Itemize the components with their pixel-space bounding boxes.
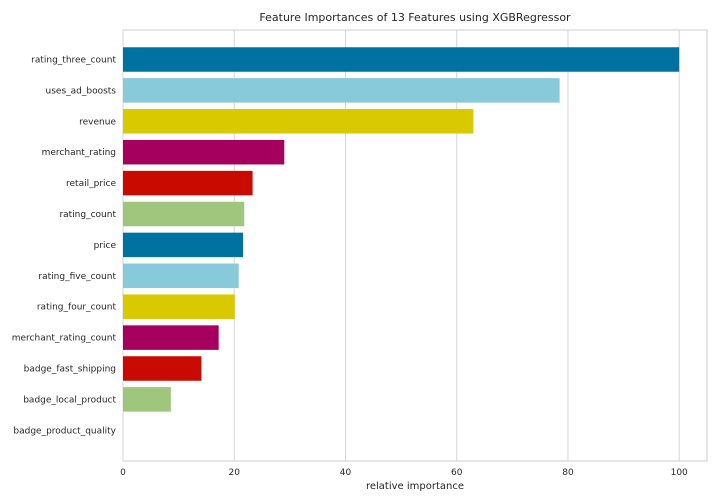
category-label: price	[94, 241, 117, 251]
x-tick-label: 20	[229, 468, 241, 478]
bar-rating-count	[123, 201, 245, 227]
category-label: badge_fast_shipping	[24, 365, 116, 375]
x-axis-label: relative importance	[366, 481, 464, 492]
category-label: retail_price	[66, 179, 116, 189]
category-label: rating_count	[59, 210, 116, 220]
bar-price	[123, 232, 244, 258]
bar-merchant-rating	[123, 139, 285, 165]
chart-title: Feature Importances of 13 Features using…	[259, 11, 571, 24]
category-label: merchant_rating	[42, 148, 116, 158]
x-tick-label: 40	[340, 468, 352, 478]
x-tick-label: 100	[671, 468, 688, 478]
category-label: rating_three_count	[31, 56, 116, 66]
category-label: merchant_rating_count	[12, 334, 117, 344]
category-label: badge_product_quality	[13, 426, 116, 436]
x-tick-label: 60	[451, 468, 463, 478]
bar-rating-three-count	[123, 47, 680, 72]
bar-retail-price	[123, 170, 253, 196]
bar-rating-five-count	[123, 263, 239, 289]
category-label: badge_local_product	[23, 395, 116, 405]
bar-revenue	[123, 109, 474, 134]
x-tick-label: 80	[562, 468, 574, 478]
category-label: uses_ad_boosts	[46, 86, 117, 96]
category-label: rating_five_count	[38, 272, 116, 282]
bar-badge-fast-shipping	[123, 356, 202, 381]
bar-uses-ad-boosts	[123, 78, 560, 103]
bar-rating-four-count	[123, 294, 235, 319]
category-label: revenue	[79, 117, 116, 127]
x-tick-label: 0	[120, 468, 126, 478]
x-tick-labels: 0 20 40 60 80 100	[120, 468, 688, 478]
bars	[123, 47, 680, 412]
category-label: rating_four_count	[37, 303, 117, 313]
bar-merchant-rating-count	[123, 325, 219, 350]
bar-badge-local-product	[123, 387, 171, 412]
